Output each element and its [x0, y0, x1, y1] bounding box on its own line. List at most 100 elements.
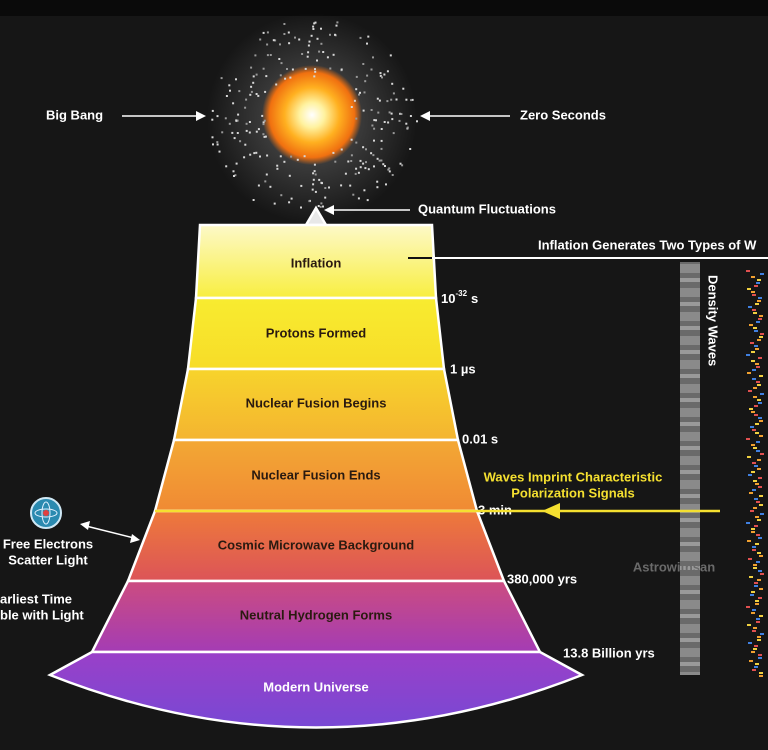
time-label: 1 µs: [450, 361, 476, 376]
speckle: [280, 62, 283, 65]
arrow-head: [420, 111, 430, 121]
speckle: [347, 160, 350, 163]
speckle: [264, 90, 267, 93]
inflation-label: Inflation Generates Two Types of W: [538, 237, 757, 252]
speckle: [313, 170, 316, 173]
wave-dash: [757, 384, 761, 386]
wave-dash: [754, 582, 758, 584]
speckle: [232, 102, 235, 105]
wave-dash: [758, 357, 762, 359]
wave-dash: [754, 465, 758, 467]
speckle: [286, 68, 288, 70]
speckle: [261, 114, 264, 117]
speckle: [228, 84, 231, 87]
speckle: [362, 109, 365, 112]
speckle: [353, 99, 356, 102]
speckle: [365, 148, 367, 151]
speckle: [252, 75, 255, 78]
speckle: [384, 165, 386, 167]
speckle: [398, 119, 401, 122]
layer-label: Cosmic Microwave Background: [218, 537, 415, 552]
speckle: [344, 172, 347, 175]
speckle: [401, 164, 404, 167]
speckle: [269, 185, 272, 188]
time-base: 10: [441, 291, 455, 306]
wave-dash: [749, 660, 753, 662]
wave-dash: [751, 360, 755, 362]
speckle: [405, 122, 408, 125]
wave-dash: [759, 315, 763, 317]
speckle: [380, 128, 383, 130]
speckle: [229, 89, 231, 92]
speckle: [284, 77, 287, 80]
speckle: [386, 70, 389, 73]
speckle: [334, 33, 336, 36]
wave-dash: [753, 507, 757, 509]
wave-dash: [756, 621, 760, 623]
wave-dash: [747, 288, 751, 290]
speckle: [255, 130, 258, 133]
wave-dash: [759, 504, 763, 506]
speckle: [257, 184, 260, 187]
wave-dash: [760, 633, 764, 635]
wave-dash: [753, 564, 757, 566]
wave-dash: [752, 669, 756, 671]
speckle: [376, 157, 379, 160]
speckle: [250, 90, 253, 93]
speckle: [372, 56, 374, 59]
arrow-head: [196, 111, 206, 121]
speckle: [320, 27, 322, 30]
speckle: [322, 205, 324, 208]
wave-dash: [753, 396, 757, 398]
speckle: [266, 31, 269, 34]
speckle: [314, 70, 317, 73]
speckle: [355, 75, 358, 78]
wave-dash: [749, 324, 753, 326]
speckle: [391, 174, 394, 176]
speckle: [318, 178, 321, 181]
wave-dash: [746, 606, 750, 608]
speckle: [278, 58, 281, 60]
speckle: [355, 88, 358, 91]
speckle: [216, 115, 219, 118]
wave-dash: [751, 291, 755, 293]
wave-dash: [754, 345, 758, 347]
speckle: [359, 159, 362, 162]
wave-dash: [751, 276, 755, 278]
wave-dash: [759, 555, 763, 557]
density-label: Density Waves: [706, 275, 721, 366]
wave-dash: [756, 501, 760, 503]
speckle: [376, 180, 379, 183]
speckle: [350, 138, 353, 141]
speckle: [392, 92, 395, 95]
quantum-label: Quantum Fluctuations: [418, 201, 556, 216]
density-bar: [680, 262, 700, 675]
wave-dash: [756, 381, 760, 383]
time-exponent: -32: [455, 289, 467, 298]
speckle: [340, 148, 343, 151]
speckle: [378, 99, 381, 102]
polarization-label: Polarization Signals: [511, 485, 635, 500]
wave-dash: [748, 306, 752, 308]
speckle: [366, 199, 369, 202]
speckle: [225, 95, 228, 97]
speckle: [317, 205, 320, 207]
wave-dash: [757, 519, 761, 521]
wave-dash: [755, 516, 759, 518]
speckle: [376, 186, 379, 189]
speckle: [388, 111, 391, 114]
speckle: [405, 98, 408, 101]
speckle: [255, 73, 258, 76]
speckle: [324, 196, 327, 199]
wave-dash: [746, 270, 750, 272]
speckle: [266, 54, 269, 57]
speckle: [334, 160, 337, 163]
speckle: [366, 74, 369, 77]
speckle: [359, 91, 361, 94]
speckle: [373, 165, 375, 168]
wave-dash: [758, 402, 762, 404]
wave-dash: [758, 318, 762, 320]
wave-dash: [748, 642, 752, 644]
speckle: [259, 155, 261, 158]
